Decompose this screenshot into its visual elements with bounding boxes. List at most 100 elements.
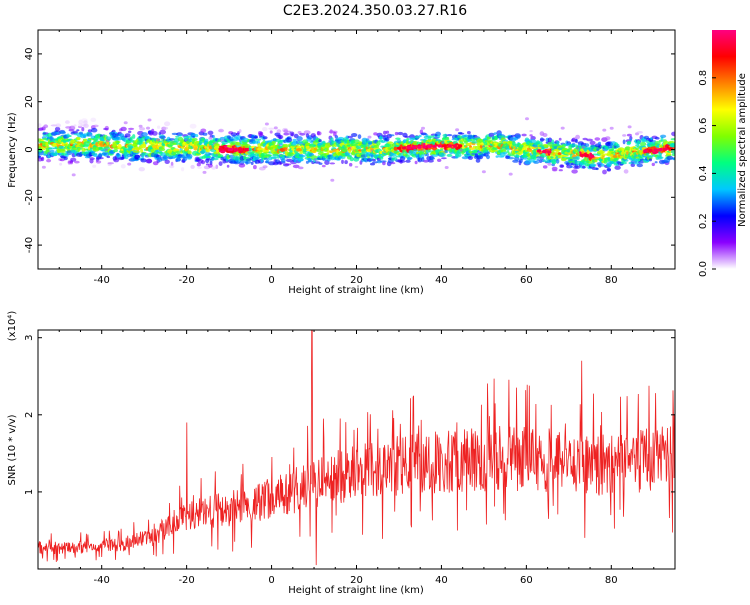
heatmap-peak [396,146,402,150]
x-tick-label: 80 [605,275,618,286]
heatmap-cell [526,153,531,157]
heatmap-axes: -40 -20 0 20 40 60 80 -40 -20 0 20 40 [24,30,676,286]
heatmap-cell [659,156,664,159]
x-tick-label: 80 [605,575,618,586]
heatmap-cell [238,129,242,133]
heatmap-cell [120,164,126,169]
heatmap-cell [669,143,675,148]
heatmap-cell [54,131,60,135]
colorbar-tick-label: 0.6 [698,118,709,134]
heatmap-peak [658,147,663,152]
heatmap-cell [486,136,492,140]
heatmap-cell [660,134,667,138]
heatmap-cell [77,138,81,141]
heatmap-cell [476,142,482,146]
heatmap-cell [71,173,76,177]
heatmap-cell [286,130,292,133]
heatmap-peak [437,144,442,148]
heatmap-cell [351,133,358,137]
heatmap-cell [521,133,527,137]
heatmap-cell [89,156,94,160]
heatmap-cell [155,143,158,146]
heatmap-cell [344,160,348,165]
heatmap-cell [394,131,399,136]
heatmap-cell [508,172,513,176]
heatmap-peak [589,154,594,158]
colorbar-ticks: 0.0 0.2 0.4 0.6 0.8 [698,70,716,277]
heatmap-cell [341,159,344,164]
heatmap-cell [202,170,207,174]
heatmap-cell [107,138,111,141]
heatmap-cell [550,156,554,159]
heatmap-cell [421,132,428,136]
heatmap-cell [279,143,284,146]
heatmap-cell [263,157,269,160]
heatmap-cell [55,123,62,128]
heatmap-cell [575,134,580,140]
heatmap-cell [648,155,653,158]
heatmap-cell [208,136,213,140]
heatmap-cell [164,159,170,164]
heatmap-peak [401,146,407,150]
heatmap-cell [666,155,674,161]
heatmap-cell [552,169,558,172]
heatmap-cell [202,132,208,136]
heatmap-cell [284,147,288,151]
heatmap-cell [525,117,529,121]
heatmap-cell [461,138,464,143]
heatmap-cell [510,134,516,137]
x-tick-label: 0 [268,275,274,286]
x-tick-label: 40 [435,575,448,586]
heatmap-cell [87,129,92,133]
heatmap-cell [89,158,94,164]
heatmap-cell [414,135,420,139]
heatmap-cell [598,144,603,149]
heatmap-peak [218,147,223,151]
heatmap-cell [571,144,578,147]
heatmap-cell [357,134,362,140]
heatmap-cell [538,159,543,164]
heatmap-cell [233,156,240,161]
heatmap-cell [73,124,77,127]
heatmap-cell [156,138,161,142]
heatmap-cell [602,169,607,175]
heatmap-cell [59,158,65,162]
colorbar-tick-label: 0.4 [698,165,709,181]
heatmap-peak [536,149,542,153]
heatmap-cell [382,161,386,166]
heatmap-cell [38,123,42,128]
heatmap-cell [40,157,44,160]
heatmap-cell [446,153,453,157]
heatmap-cell [186,135,191,138]
snr-series-line [38,330,675,566]
heatmap-cell [303,130,311,135]
heatmap-peak [228,147,233,152]
heatmap-cell [349,156,354,162]
heatmap-cell [340,156,346,160]
heatmap-cell [208,163,213,168]
heatmap-cell [159,129,166,135]
x-tick-label: -20 [178,575,194,586]
heatmap-cell [138,167,145,172]
heatmap-cell [498,135,505,138]
heatmap-cell [467,155,473,160]
heatmap-cell [189,123,197,129]
heatmap-cell [130,136,133,141]
heatmap-cell [627,125,632,129]
heatmap-cell [232,134,236,138]
heatmap-cell [91,127,98,133]
heatmap-cell [176,157,182,162]
heatmap-cell [437,134,441,139]
heatmap-cell [405,159,411,163]
heatmap-cell [455,152,462,158]
heatmap-cell [334,135,339,139]
heatmap-cell [113,158,120,163]
heatmap-cell [270,157,277,160]
heatmap-cell [168,138,176,141]
heatmap-cell [47,147,55,150]
heatmap-cell [107,162,114,165]
heatmap-cell [586,138,593,142]
heatmap-cell [671,153,675,157]
heatmap-cell [66,133,70,138]
